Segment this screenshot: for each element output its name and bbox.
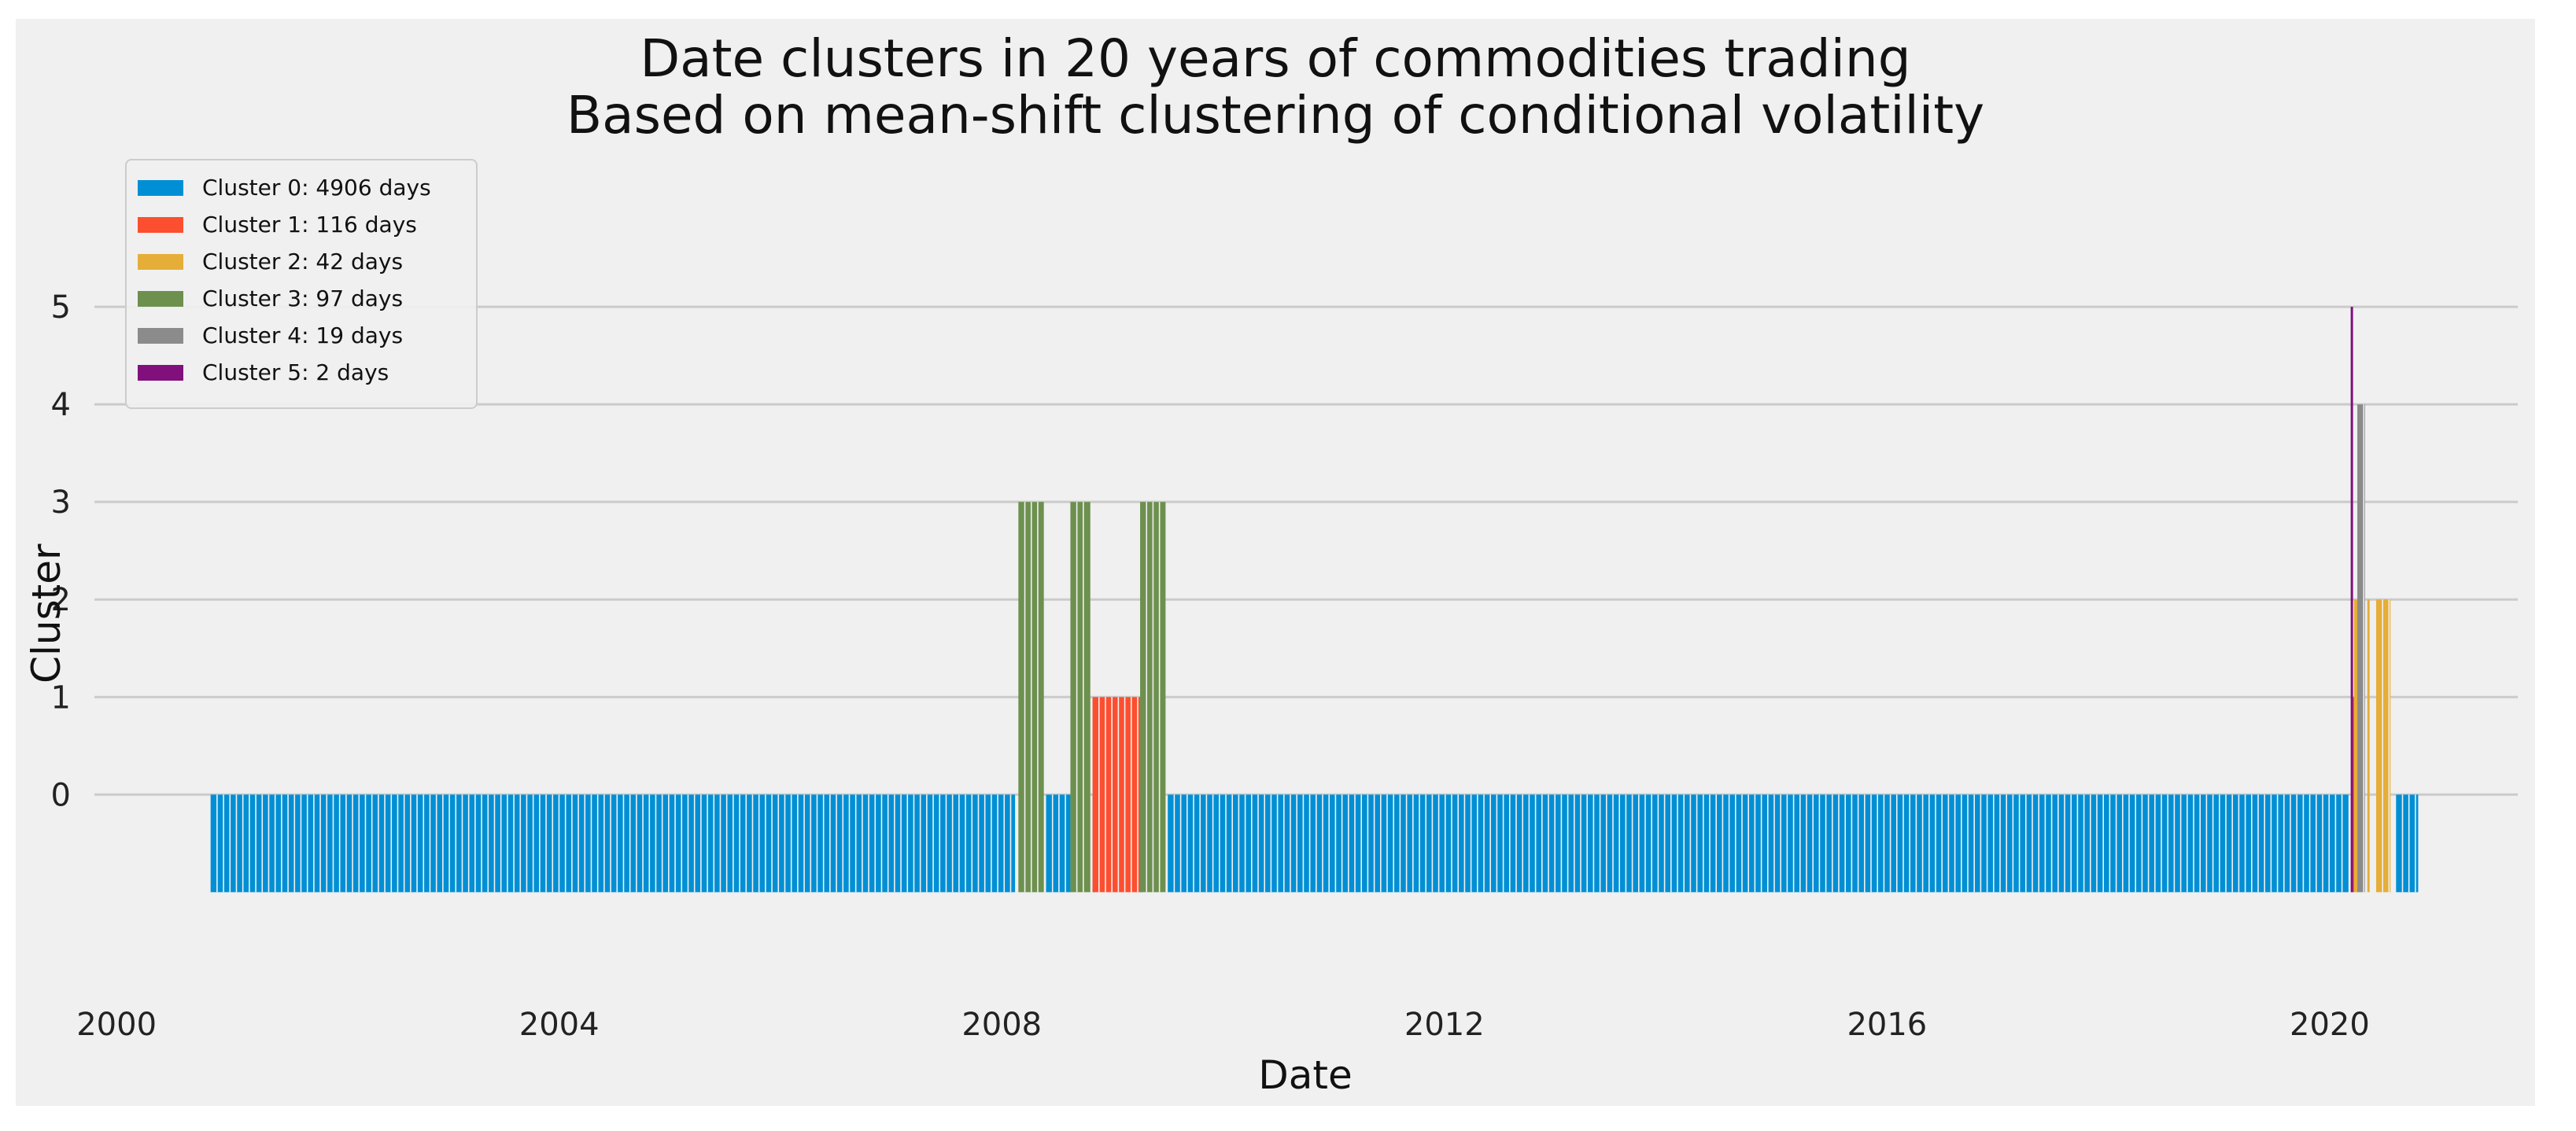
bar-cluster-2 — [2353, 599, 2359, 893]
bar-separators — [216, 404, 2416, 893]
legend: Cluster 0: 4906 days Cluster 1: 116 days C… — [125, 159, 478, 409]
y-tick-label: 1 — [51, 680, 71, 716]
legend-label: Cluster 4: 19 days — [202, 322, 404, 348]
bar-cluster-4 — [2357, 404, 2365, 893]
x-tick-label: 2020 — [2290, 1007, 2370, 1043]
chart-subtitle: Based on mean-shift clustering of condit… — [566, 85, 1985, 146]
legend-item: Cluster 5: 2 days — [138, 354, 476, 391]
legend-label: Cluster 2: 42 days — [202, 249, 404, 274]
y-axis-label: Cluster — [24, 543, 69, 683]
bar-cluster-5 — [2350, 307, 2353, 893]
y-tick-label: 4 — [51, 387, 71, 423]
legend-swatch — [138, 216, 183, 233]
bar-cluster-1 — [1092, 697, 1141, 893]
legend-item: Cluster 1: 116 days — [138, 206, 476, 243]
bar-cluster-2 — [2375, 599, 2391, 893]
chart-figure: Date clusters in 20 years of commodities… — [16, 19, 2535, 1106]
y-tick-label: 5 — [51, 289, 71, 326]
legend-label: Cluster 3: 97 days — [202, 286, 404, 311]
legend-swatch — [138, 179, 183, 196]
x-tick-label: 2004 — [519, 1007, 600, 1043]
legend-label: Cluster 0: 4906 days — [202, 175, 431, 201]
y-tick-label: 0 — [51, 777, 71, 813]
x-axis-label: Date — [1258, 1052, 1353, 1098]
legend-item: Cluster 0: 4906 days — [138, 169, 476, 206]
legend-swatch — [138, 290, 183, 307]
bar-cluster-3 — [1070, 502, 1091, 893]
plot-area: 0 1 2 3 4 5 2000 2004 2008 2012 2016 2020 Date Cluste… — [24, 289, 2518, 1098]
legend-swatch — [138, 364, 183, 381]
y-tick-label: 3 — [51, 484, 71, 521]
x-tick-label: 2000 — [76, 1007, 157, 1043]
bar-cluster-0 — [2396, 794, 2419, 893]
x-tick-label: 2012 — [1404, 1007, 1485, 1043]
legend-item: Cluster 2: 42 days — [138, 243, 476, 280]
legend-item: Cluster 3: 97 days — [138, 280, 476, 317]
x-tick-label: 2008 — [961, 1007, 1042, 1043]
legend-swatch — [138, 253, 183, 270]
bar-cluster-0 — [1168, 794, 2349, 893]
bar-cluster-2 — [2367, 599, 2370, 893]
legend-label: Cluster 1: 116 days — [202, 212, 417, 238]
x-tick-label: 2016 — [1847, 1007, 1927, 1043]
legend-swatch — [138, 327, 183, 344]
y-tick-label: 2 — [51, 582, 71, 618]
legend-item: Cluster 4: 19 days — [138, 317, 476, 354]
legend-label: Cluster 5: 2 days — [202, 359, 389, 385]
chart-title: Date clusters in 20 years of commodities… — [640, 28, 1911, 89]
bar-cluster-0 — [1046, 794, 1071, 893]
